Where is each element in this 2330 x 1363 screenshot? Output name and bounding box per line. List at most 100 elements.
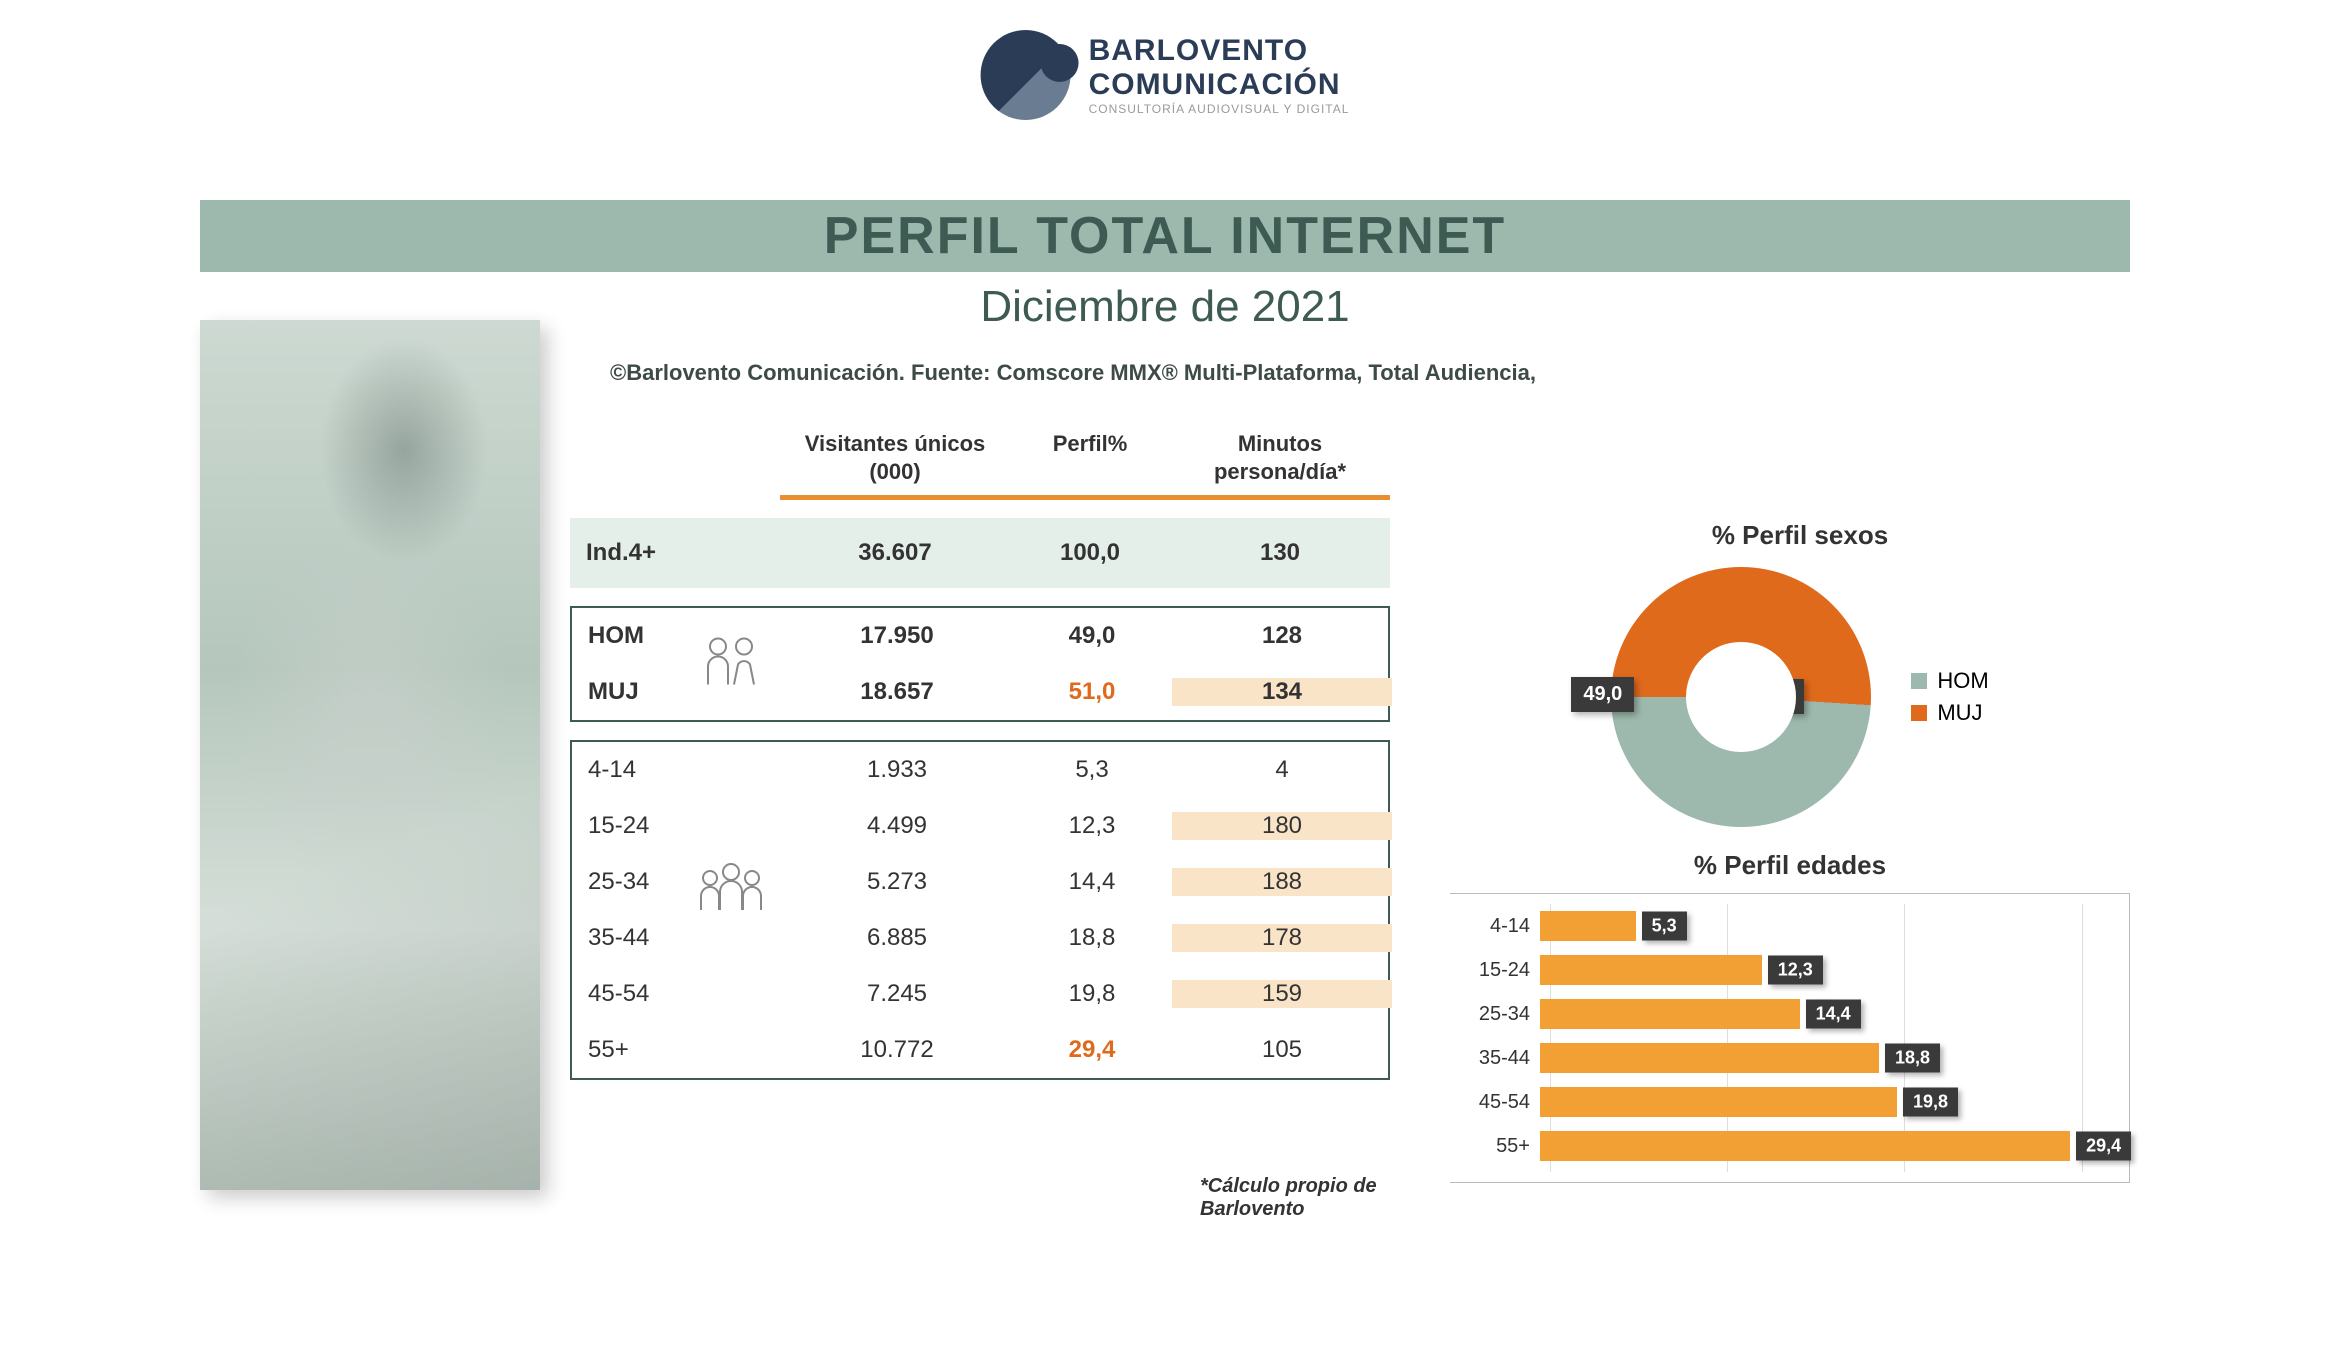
total-min: 130 [1170, 539, 1390, 567]
age-label: 55+ [572, 1036, 782, 1064]
gender-min: 134 [1172, 678, 1392, 706]
logo-tagline: CONSULTORÍA AUDIOVISUAL Y DIGITAL [1089, 102, 1350, 116]
age-label: 45-54 [572, 980, 782, 1008]
donut-legend: HOM MUJ [1911, 662, 1988, 732]
logo-line2: COMUNICACIÓN [1089, 68, 1350, 102]
age-row: 15-244.49912,3180 [572, 798, 1388, 854]
total-visitors: 36.607 [780, 539, 1010, 567]
legend-item-hom: HOM [1911, 668, 1988, 694]
brand-logo: BARLOVENTO COMUNICACIÓN CONSULTORÍA AUDI… [981, 30, 1350, 120]
age-visitors: 7.245 [782, 980, 1012, 1008]
col-header-minutos: Minutos persona/día* [1170, 430, 1390, 485]
bar-value-label: 19,8 [1903, 1088, 1958, 1117]
age-visitors: 4.499 [782, 812, 1012, 840]
gender-visitors: 17.950 [782, 622, 1012, 650]
age-perfil: 12,3 [1012, 812, 1172, 840]
legend-item-muj: MUJ [1911, 700, 1988, 726]
bar-value-label: 5,3 [1642, 912, 1687, 941]
age-min: 159 [1172, 980, 1392, 1008]
age-perfil: 5,3 [1012, 756, 1172, 784]
age-block: 4-141.9335,3415-244.49912,318025-345.273… [570, 740, 1390, 1080]
swatch-hom [1911, 673, 1927, 689]
logo-mark-icon [981, 30, 1071, 120]
age-min: 180 [1172, 812, 1392, 840]
donut-chart: % Perfil sexos 49,051,0 HOM MUJ [1490, 520, 2110, 827]
bar-row: 15-2412,3 [1450, 948, 2117, 992]
gender-block: HOM17.95049,0128MUJ18.65751,0134 [570, 606, 1390, 722]
swatch-muj [1911, 705, 1927, 721]
bar-category: 15-24 [1450, 959, 1540, 982]
gender-perfil: 49,0 [1012, 622, 1172, 650]
age-perfil: 18,8 [1012, 924, 1172, 952]
col-header-perfil: Perfil% [1010, 430, 1170, 485]
bar-rect: 19,8 [1540, 1087, 1897, 1117]
age-row: 55+10.77229,4105 [572, 1022, 1388, 1078]
gender-min: 128 [1172, 622, 1392, 650]
bar-row: 25-3414,4 [1450, 992, 2117, 1036]
bar-row: 45-5419,8 [1450, 1080, 2117, 1124]
bar-category: 45-54 [1450, 1091, 1540, 1114]
total-perfil: 100,0 [1010, 539, 1170, 567]
table-header-row: Visitantes únicos (000) Perfil% Minutos … [570, 430, 1390, 495]
bar-rect: 14,4 [1540, 999, 1800, 1029]
total-row: Ind.4+ 36.607 100,0 130 [570, 518, 1390, 588]
legend-label-muj: MUJ [1937, 700, 1982, 726]
age-perfil: 14,4 [1012, 868, 1172, 896]
bar-row: 55+29,4 [1450, 1124, 2117, 1168]
bar-chart: % Perfil edades 4-145,315-2412,325-3414,… [1450, 850, 2130, 1183]
header-underline [780, 495, 1390, 500]
donut-ring: 49,051,0 [1611, 567, 1871, 827]
age-perfil: 19,8 [1012, 980, 1172, 1008]
footnote: *Cálculo propio de Barlovento [1200, 1175, 1460, 1221]
gender-icon [700, 635, 762, 694]
donut-label-muj: 51,0 [1741, 679, 1804, 714]
bar-value-label: 12,3 [1768, 956, 1823, 985]
age-visitors: 1.933 [782, 756, 1012, 784]
title-text: PERFIL TOTAL INTERNET [824, 206, 1506, 266]
col-header-visitors: Visitantes únicos (000) [780, 430, 1010, 485]
legend-label-hom: HOM [1937, 668, 1988, 694]
logo-text: BARLOVENTO COMUNICACIÓN CONSULTORÍA AUDI… [1089, 34, 1350, 116]
bar-rect: 29,4 [1540, 1131, 2070, 1161]
gender-row: HOM17.95049,0128 [572, 608, 1388, 664]
donut-label-hom: 49,0 [1571, 677, 1634, 712]
gender-perfil: 51,0 [1012, 678, 1172, 706]
age-label: 15-24 [572, 812, 782, 840]
bar-category: 55+ [1450, 1135, 1540, 1158]
bar-rect: 12,3 [1540, 955, 1762, 985]
age-min: 105 [1172, 1036, 1392, 1064]
age-visitors: 10.772 [782, 1036, 1012, 1064]
age-group-icon [694, 860, 768, 919]
age-label: 35-44 [572, 924, 782, 952]
data-table: Visitantes únicos (000) Perfil% Minutos … [570, 430, 1390, 1098]
age-min: 188 [1172, 868, 1392, 896]
bar-rect: 5,3 [1540, 911, 1636, 941]
side-photo [200, 320, 540, 1190]
age-visitors: 5.273 [782, 868, 1012, 896]
source-line: ©Barlovento Comunicación. Fuente: Comsco… [610, 360, 1710, 386]
bar-value-label: 29,4 [2076, 1132, 2131, 1161]
bar-rect: 18,8 [1540, 1043, 1879, 1073]
age-row: 4-141.9335,34 [572, 742, 1388, 798]
gender-row: MUJ18.65751,0134 [572, 664, 1388, 720]
bar-row: 35-4418,8 [1450, 1036, 2117, 1080]
age-label: 4-14 [572, 756, 782, 784]
bar-title: % Perfil edades [1450, 850, 2130, 881]
age-min: 178 [1172, 924, 1392, 952]
gender-visitors: 18.657 [782, 678, 1012, 706]
age-row: 45-547.24519,8159 [572, 966, 1388, 1022]
bar-category: 25-34 [1450, 1003, 1540, 1026]
donut-title: % Perfil sexos [1490, 520, 2110, 551]
bar-chart-body: 4-145,315-2412,325-3414,435-4418,845-541… [1450, 893, 2130, 1183]
bar-row: 4-145,3 [1450, 904, 2117, 948]
age-visitors: 6.885 [782, 924, 1012, 952]
age-min: 4 [1172, 756, 1392, 784]
bar-category: 4-14 [1450, 915, 1540, 938]
bar-value-label: 18,8 [1885, 1044, 1940, 1073]
logo-line1: BARLOVENTO [1089, 34, 1350, 68]
title-banner: PERFIL TOTAL INTERNET [200, 200, 2130, 272]
bar-value-label: 14,4 [1806, 1000, 1861, 1029]
total-label: Ind.4+ [570, 539, 780, 567]
bar-category: 35-44 [1450, 1047, 1540, 1070]
age-perfil: 29,4 [1012, 1036, 1172, 1064]
